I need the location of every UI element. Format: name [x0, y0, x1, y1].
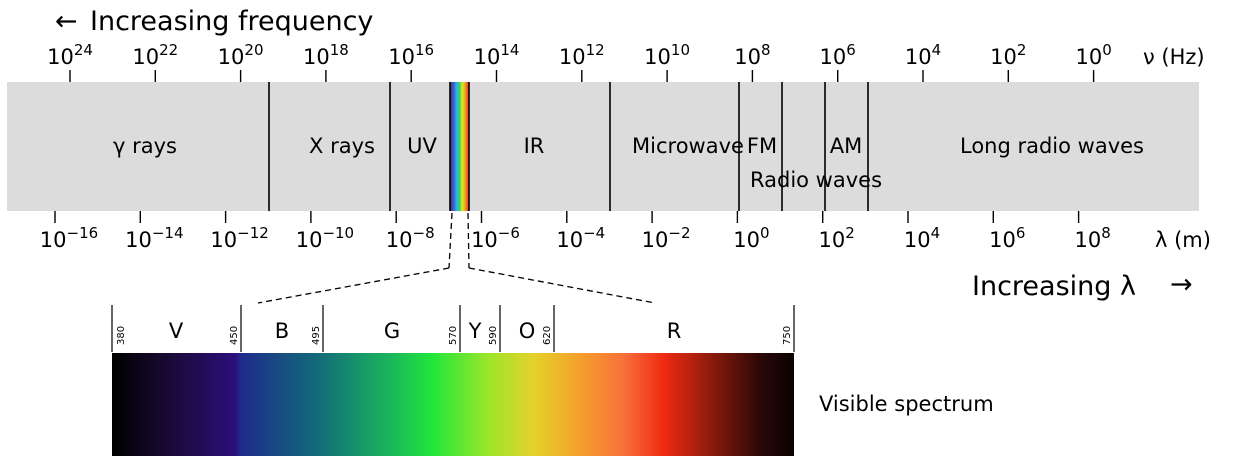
visible-band-letter: B	[275, 319, 289, 343]
visible-spectrum-label: Visible spectrum	[819, 392, 994, 416]
wavelength-axis: 10−16 10−14 10−12 10−10 10−8 10−6 10−4 10−2 100 1…	[40, 211, 1111, 252]
band-uv-label: UV	[407, 134, 437, 158]
band-radio-label: Radio waves	[750, 168, 882, 192]
frequency-tick-label: 108	[734, 41, 770, 69]
band-gamma-label: γ rays	[113, 134, 177, 158]
increasing-frequency-label: Increasing frequency	[90, 6, 373, 37]
frequency-tick-label: 1024	[47, 41, 93, 69]
wavelength-tick-label: 10−14	[125, 224, 183, 252]
frequency-tick-label: 1016	[388, 41, 434, 69]
visible-nm-label: 450	[229, 326, 240, 345]
visible-sliver	[450, 82, 469, 211]
wavelength-tick-label: 10−12	[210, 224, 268, 252]
wavelength-tick-label: 106	[989, 224, 1025, 252]
frequency-axis: 1024 1022 1020 1018 1016 1014 1012 1010 108 106 10…	[47, 41, 1112, 82]
frequency-tick-label: 100	[1075, 41, 1111, 69]
visible-nm-labels: 380 450 495 570 590 620 750	[116, 326, 793, 345]
wavelength-tick-label: 10−2	[642, 224, 691, 252]
band-dividers	[268, 82, 869, 211]
visible-nm-label: 620	[542, 326, 553, 345]
visible-nm-label: 590	[488, 326, 499, 345]
wavelength-tick-label: 10−8	[386, 224, 435, 252]
visible-nm-label: 380	[116, 326, 127, 345]
frequency-tick-label: 102	[990, 41, 1026, 69]
visible-band-letter: O	[519, 319, 536, 343]
visible-nm-label: 750	[782, 326, 793, 345]
spectrum-bar	[7, 82, 1199, 211]
frequency-tick-label: 1014	[474, 41, 520, 69]
frequency-arrow: ←	[55, 6, 78, 37]
wavelength-tick-label: 102	[819, 224, 855, 252]
frequency-tick-label: 1010	[644, 41, 690, 69]
frequency-tick-label: 106	[820, 41, 856, 69]
frequency-tick-label: 1020	[218, 41, 264, 69]
band-microwave-label: Microwave	[632, 134, 744, 158]
frequency-unit: ν (Hz)	[1143, 45, 1205, 69]
visible-band-letter: R	[667, 319, 682, 343]
frequency-tick-label: 104	[905, 41, 941, 69]
band-long-radio-label: Long radio waves	[960, 134, 1144, 158]
wavelength-tick-label: 10−10	[296, 224, 354, 252]
wavelength-tick-label: 10−16	[40, 224, 98, 252]
wavelength-tick-label: 104	[904, 224, 940, 252]
wavelength-unit: λ (m)	[1155, 228, 1211, 252]
frequency-tick-label: 1018	[303, 41, 349, 69]
visible-boundaries	[111, 305, 795, 352]
visible-spectrum-bar	[112, 353, 794, 456]
frequency-tick-label: 1012	[559, 41, 605, 69]
zoom-lines	[257, 212, 656, 304]
increasing-wavelength-label: Increasing λ	[972, 271, 1136, 302]
wavelength-tick-label: 10−6	[471, 224, 520, 252]
wavelength-tick-label: 10−4	[556, 224, 605, 252]
visible-nm-label: 570	[448, 326, 459, 345]
wavelength-tick-label: 108	[1074, 224, 1110, 252]
zoom-line-left-vertical	[448, 212, 453, 269]
zoom-line-right-vertical	[467, 212, 470, 269]
wavelength-arrow: →	[1170, 269, 1193, 300]
visible-nm-label: 495	[311, 326, 322, 345]
frequency-tick-label: 1022	[132, 41, 178, 69]
visible-band-letter: G	[384, 319, 400, 343]
zoom-line-left-diagonal	[257, 267, 450, 304]
wavelength-tick-label: 100	[733, 224, 769, 252]
visible-band-letter: Y	[468, 319, 482, 343]
band-xray-label: X rays	[309, 134, 375, 158]
band-ir-label: IR	[524, 134, 545, 158]
band-fm-label: FM	[747, 134, 777, 158]
zoom-line-right-diagonal	[468, 267, 656, 304]
visible-band-letter: V	[169, 319, 184, 343]
band-am-label: AM	[830, 134, 862, 158]
